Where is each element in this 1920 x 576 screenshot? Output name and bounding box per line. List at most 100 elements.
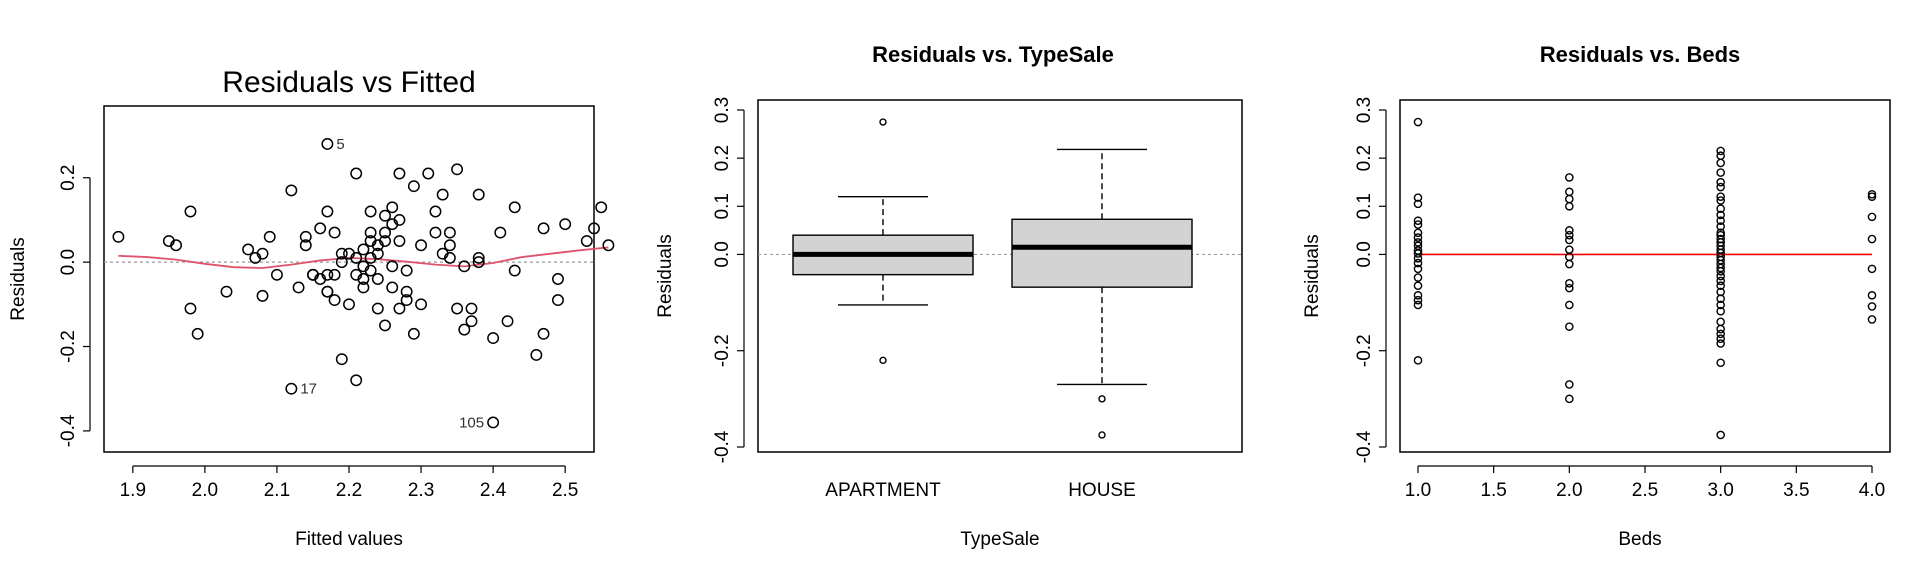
panel3-point [1716,294,1725,304]
panel1-point [393,302,406,315]
panel1-point [400,285,413,298]
panel1-point [379,235,391,247]
panel3-point [1716,358,1725,368]
panel3-point [1565,380,1574,389]
panel1-point [191,327,204,340]
panel3-point [1413,117,1423,127]
panel1-point-label: 17 [300,381,317,398]
panel3-point [1867,192,1877,201]
panel1-point-labels: 5 17 105 [300,136,484,431]
panel1-x-tick-label: 2.0 [192,480,218,501]
panel3-point [1867,189,1877,199]
panel3-point [1716,210,1725,220]
box-outlier [879,118,887,126]
panel3-point [1413,258,1423,268]
panel3-point [1716,158,1725,168]
panel1-point [350,374,363,387]
panel3-point [1565,322,1574,331]
panel1-point [328,268,341,281]
panel1-point [458,260,471,273]
panel1-point [328,294,341,307]
panel3-point [1413,220,1423,229]
panel3-point [1565,394,1574,404]
panel1-point [552,294,564,307]
panel1-point [422,167,435,180]
panel1-point [292,281,305,294]
panel3-point [1716,222,1725,231]
panel1-x-tick-label: 2.1 [264,480,290,501]
panel3-y-tick-label: -0.4 [1354,430,1375,463]
panel1-point [400,264,413,277]
panel1-point [559,218,572,231]
panel1-point [184,205,197,218]
panel3-point [1413,233,1423,242]
panel1-point [415,239,428,252]
panel2-y-tick-label: 0.3 [712,97,733,123]
panel3-point [1413,216,1423,226]
panel1-point [112,230,125,243]
panel3-point [1716,216,1725,226]
panel1-point [451,163,464,176]
panel3-point [1413,193,1423,202]
panel1-point [487,332,500,345]
panel1-point [443,251,456,264]
panel1-title: Residuals vs Fitted [222,66,475,99]
panel1-point [472,256,485,269]
panel1-point [256,289,269,302]
panel3-x-tick-label: 3.5 [1783,480,1809,501]
panel3-point [1716,182,1725,192]
panel3-x-tick-label: 3.0 [1707,480,1733,501]
panel1-point [386,201,399,214]
panel1-point [602,239,615,252]
panel1-point [465,302,478,315]
panel3-y-tick-label: 0.0 [1354,241,1375,267]
panel3-point [1716,276,1725,286]
panel3-point [1413,295,1423,305]
panel1-point [357,281,370,294]
panel3-x-tick-label: 1.0 [1405,480,1431,501]
panel3-point [1716,329,1725,339]
panel3-y-tick-label: 0.3 [1354,97,1375,123]
panel3-point [1413,300,1423,310]
panel1-point-label: 105 [459,414,484,431]
panel3-point [1413,238,1423,247]
panel1-point [371,247,384,260]
panel3-point [1565,279,1574,288]
panel3-point [1716,281,1725,291]
panel1-point [285,184,298,197]
panel3-y-axis-label: Residuals [1302,234,1323,317]
panel-residuals-vs-typesale: Residuals vs. TypeSale -0.4 -0.2 0.0 0.1 0.2… [655,42,1243,550]
panel3-title: Residuals vs. Beds [1540,42,1741,67]
panel3-point [1867,264,1877,274]
panel1-point [429,205,442,218]
panel3-point [1867,234,1877,244]
panel3-point [1716,266,1725,276]
panel2-y-tick-label: -0.4 [712,430,733,463]
panel1-point [443,239,456,252]
panel3-point [1716,300,1725,310]
panel1-point [285,382,298,395]
panel1-point [443,226,456,239]
box-outlier [879,356,887,365]
panel1-point [393,235,406,247]
panel1-point [501,315,514,328]
panel3-x-tick-label: 2.0 [1556,480,1582,501]
panel1-point [472,251,485,264]
panel1-x-tick-label: 1.9 [120,480,146,501]
panel1-point [314,222,327,235]
panel3-point [1413,281,1423,291]
panel3-point [1565,173,1574,182]
panel1-point [393,167,406,180]
panel3-point [1565,283,1574,293]
panel2-x-category-label: HOUSE [1068,480,1136,501]
panel3-point [1716,430,1725,440]
panel1-point [451,302,464,315]
panel3-point [1413,356,1423,365]
panel1-x-tick-label: 2.4 [480,480,507,501]
panel1-point [580,235,593,247]
panel3-point [1716,196,1725,205]
panel1-point [407,327,420,340]
panel1-x-tick-label: 2.5 [552,480,578,501]
